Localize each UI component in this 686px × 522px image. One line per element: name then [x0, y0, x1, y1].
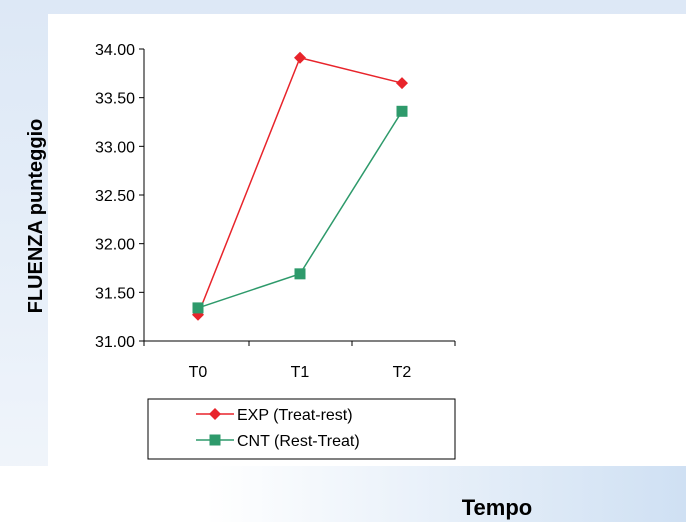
data-point-cnt	[294, 268, 306, 280]
y-tick-label: 32.00	[95, 237, 135, 254]
data-point-cnt	[396, 105, 408, 117]
legend-label: EXP (Treat-rest)	[237, 407, 353, 424]
y-tick-label: 32.50	[95, 188, 135, 205]
data-point-legend-exp	[209, 408, 221, 420]
y-tick-label: 34.00	[95, 42, 135, 59]
series-exp	[192, 51, 408, 321]
legend-item-exp: EXP (Treat-rest)	[196, 407, 353, 424]
series-cnt	[192, 105, 408, 314]
data-point-cnt	[192, 302, 204, 314]
y-tick-label: 31.50	[95, 285, 135, 302]
y-tick-label: 31.00	[95, 334, 135, 351]
data-point-legend-cnt	[209, 434, 221, 446]
series-layer	[192, 51, 408, 321]
axes: 31.00 31.50 32.00 32.50 33.00 33.50 34.00 T0 T1 T…	[95, 42, 456, 381]
legend-label: CNT (Rest-Treat)	[237, 433, 360, 450]
data-point-exp	[396, 77, 408, 90]
y-tick-label: 33.50	[95, 91, 135, 108]
y-tick-label: 33.00	[95, 139, 135, 156]
chart-panel	[48, 14, 686, 466]
data-point-exp	[294, 51, 306, 64]
x-axis-title: Tempo	[462, 495, 532, 520]
legend-item-cnt: CNT (Rest-Treat)	[196, 433, 360, 450]
x-tick-label: T1	[291, 364, 310, 381]
x-tick-label: T0	[189, 364, 208, 381]
y-axis-title: FLUENZA punteggio	[25, 119, 47, 314]
legend-box	[147, 398, 456, 460]
x-tick-label: T2	[393, 364, 412, 381]
bottom-bar	[0, 466, 686, 522]
legend: EXP (Treat-rest) CNT (Rest-Treat)	[147, 398, 456, 460]
